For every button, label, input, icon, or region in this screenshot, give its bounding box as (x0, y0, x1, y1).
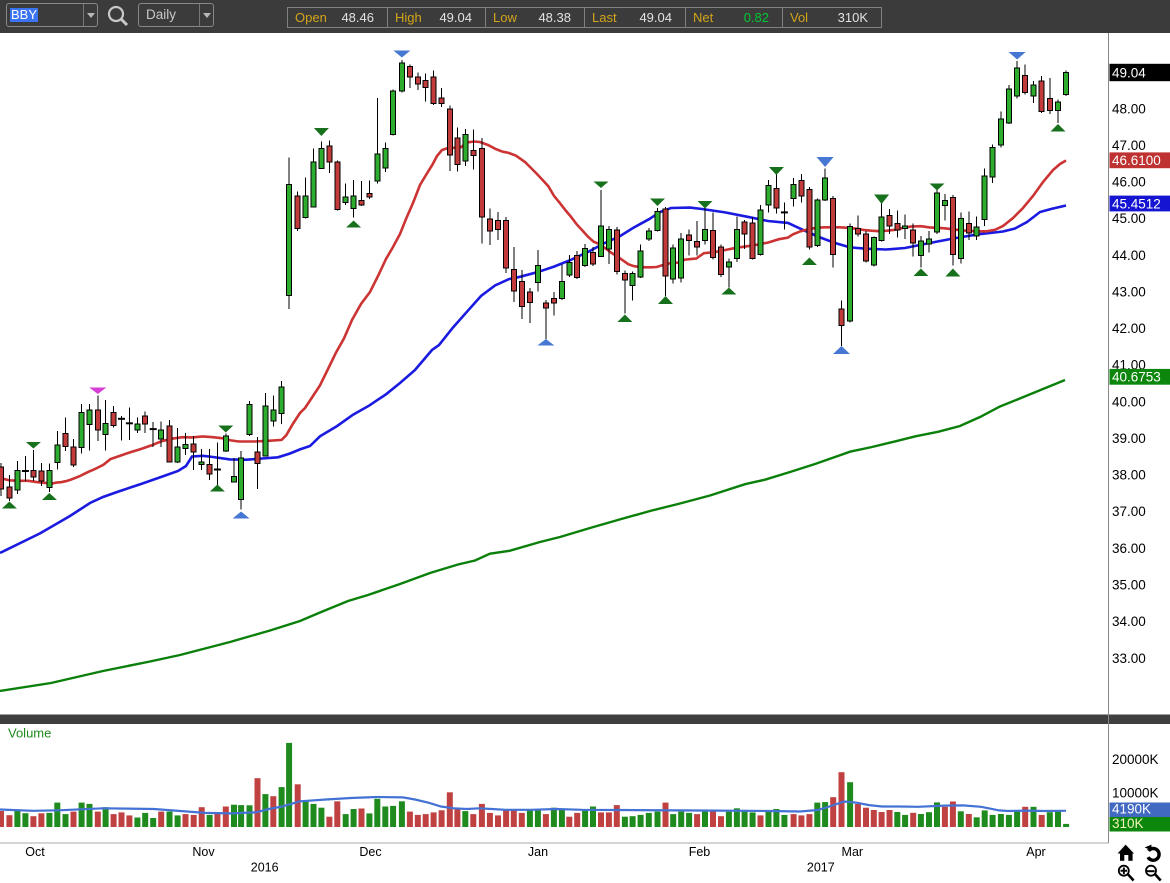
svg-text:Nov: Nov (192, 845, 215, 859)
svg-text:46.00: 46.00 (1112, 175, 1146, 190)
svg-text:35.00: 35.00 (1112, 578, 1146, 593)
svg-text:45.4512: 45.4512 (1112, 196, 1161, 211)
svg-text:39.00: 39.00 (1112, 431, 1146, 446)
svg-text:33.00: 33.00 (1112, 651, 1146, 666)
svg-text:49.04: 49.04 (1112, 65, 1146, 80)
svg-text:Oct: Oct (25, 845, 45, 859)
svg-text:40.00: 40.00 (1112, 394, 1146, 409)
svg-text:20000K: 20000K (1112, 752, 1159, 767)
svg-text:2017: 2017 (807, 861, 835, 875)
svg-text:47.00: 47.00 (1112, 138, 1146, 153)
svg-text:40.6753: 40.6753 (1112, 370, 1161, 385)
svg-text:310K: 310K (1112, 816, 1144, 831)
svg-text:Dec: Dec (359, 845, 381, 859)
svg-text:Mar: Mar (842, 845, 864, 859)
svg-text:43.00: 43.00 (1112, 285, 1146, 300)
svg-text:2016: 2016 (251, 861, 279, 875)
svg-text:36.00: 36.00 (1112, 541, 1146, 556)
svg-text:34.00: 34.00 (1112, 614, 1146, 629)
svg-text:48.00: 48.00 (1112, 101, 1146, 116)
svg-text:Apr: Apr (1026, 845, 1045, 859)
svg-text:Jan: Jan (528, 845, 548, 859)
svg-text:38.00: 38.00 (1112, 468, 1146, 483)
svg-text:4190K: 4190K (1112, 802, 1151, 817)
svg-text:10000K: 10000K (1112, 785, 1159, 800)
svg-text:42.00: 42.00 (1112, 321, 1146, 336)
svg-text:Volume: Volume (8, 726, 51, 741)
svg-text:45.00: 45.00 (1112, 211, 1146, 226)
svg-text:Feb: Feb (689, 845, 711, 859)
svg-text:46.6100: 46.6100 (1112, 153, 1161, 168)
svg-text:44.00: 44.00 (1112, 248, 1146, 263)
svg-text:37.00: 37.00 (1112, 504, 1146, 519)
